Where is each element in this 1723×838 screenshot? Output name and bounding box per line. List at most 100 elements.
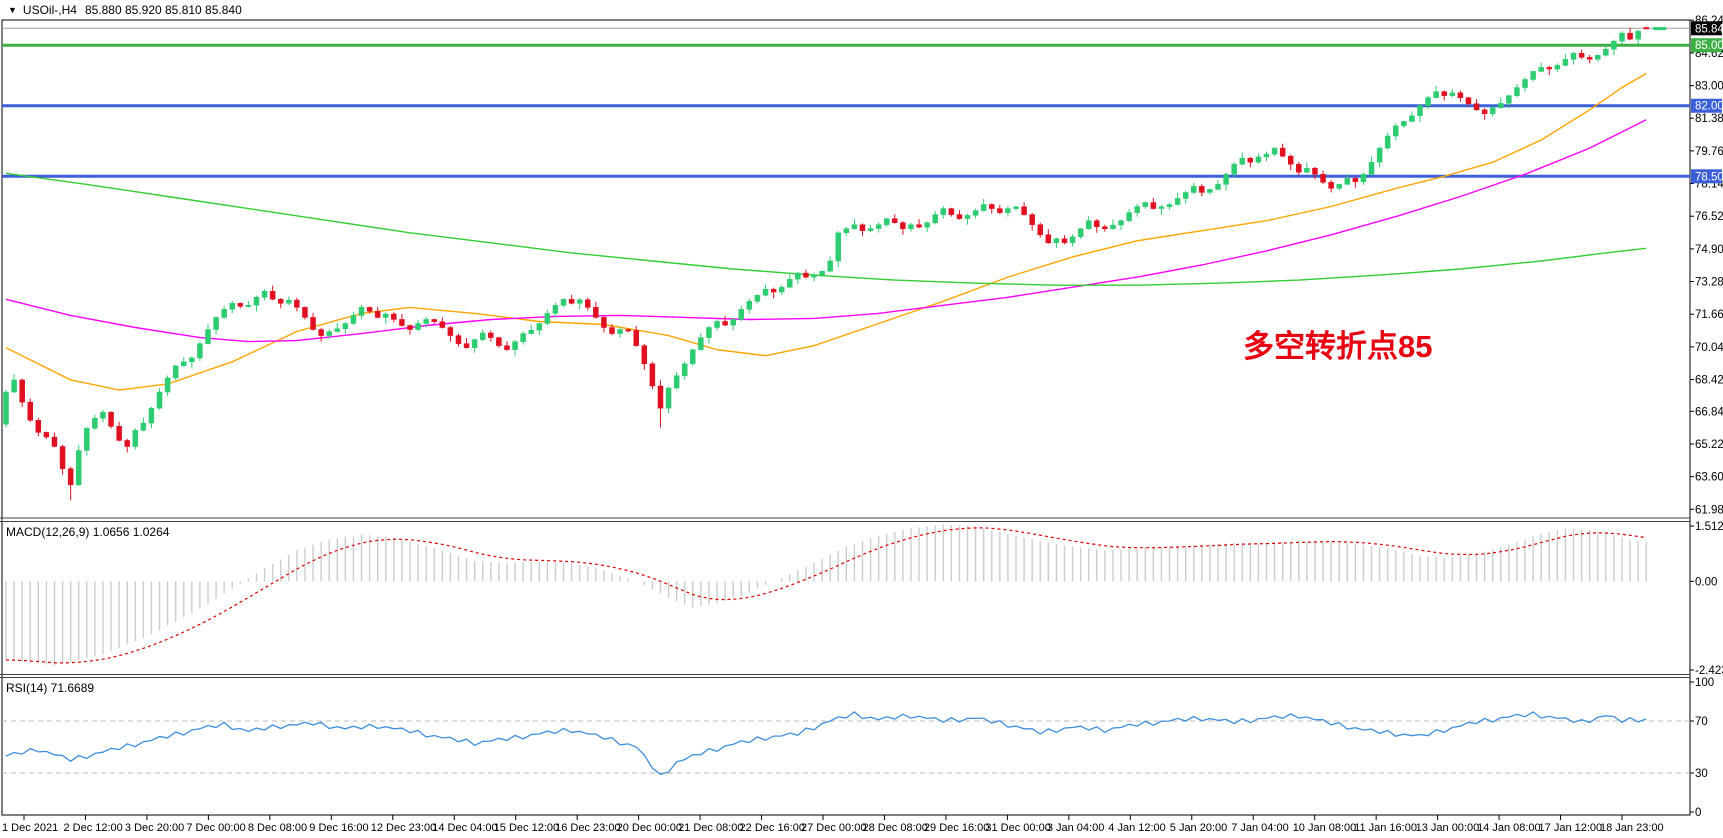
rsi-level-lines xyxy=(2,720,1690,774)
bear-candle xyxy=(1457,92,1464,98)
bull-candle xyxy=(940,208,947,215)
bull-candle xyxy=(1013,206,1019,209)
bull-candle xyxy=(520,333,526,342)
rsi-line xyxy=(5,711,1647,776)
bear-candle xyxy=(948,208,955,215)
time-axis-label: 12 Dec 23:00 xyxy=(371,822,436,834)
symbol-dropdown-icon[interactable]: ▼ xyxy=(8,5,17,15)
macd-axis[interactable]: 1.5124 0.00 -2.4234 xyxy=(1690,521,1723,677)
bear-candle xyxy=(585,299,591,308)
bull-candle xyxy=(479,332,486,340)
price-level-lines[interactable] xyxy=(2,27,1690,178)
bear-candle xyxy=(859,224,866,231)
bear-candle xyxy=(116,426,122,441)
chart-ohlc-values: 85.880 85.920 85.810 85.840 xyxy=(84,3,242,17)
bear-candle xyxy=(649,363,656,387)
bear-candle xyxy=(625,329,631,332)
price-axis[interactable]: 86.24084.62083.00081.38079.76078.14076.5… xyxy=(1690,15,1723,516)
bull-candle xyxy=(471,339,478,348)
bull-candle xyxy=(819,271,825,276)
bull-candle xyxy=(673,375,680,389)
rsi-axis[interactable]: 100 70 30 0 xyxy=(1690,677,1714,819)
bear-candle xyxy=(277,299,284,304)
bull-candle xyxy=(1554,65,1561,70)
bull-candle xyxy=(1158,206,1165,209)
bull-candle xyxy=(883,218,890,225)
bear-candle xyxy=(1094,220,1100,227)
time-axis-label: 9 Dec 16:00 xyxy=(309,822,368,834)
bull-candle xyxy=(738,309,745,320)
bear-candle xyxy=(1199,186,1205,193)
pane-frame xyxy=(0,19,1691,816)
bull-candle xyxy=(730,319,736,326)
last-price-marker xyxy=(1653,27,1667,31)
bear-candle xyxy=(310,317,316,330)
bear-candle xyxy=(1296,163,1302,173)
time-axis-label: 7 Jan 04:00 xyxy=(1231,822,1289,834)
time-axis-label: 11 Jan 16:00 xyxy=(1354,822,1417,834)
bull-candle xyxy=(754,295,761,302)
bear-candle xyxy=(568,299,575,304)
bull-candle xyxy=(932,214,938,223)
bear-candle xyxy=(803,272,809,278)
bear-candle xyxy=(1465,97,1472,104)
bull-candle xyxy=(1489,107,1496,115)
price-level-badge: 82.000 xyxy=(1691,98,1723,113)
bear-candle xyxy=(956,214,963,219)
candlestick-series xyxy=(3,26,1649,501)
bull-candle xyxy=(164,377,171,393)
bear-candle xyxy=(35,420,42,433)
bull-candle xyxy=(964,215,971,219)
bull-candle xyxy=(1619,32,1625,42)
bear-candle xyxy=(447,327,454,336)
bear-candle xyxy=(302,307,308,318)
rsi-axis-label: 0 xyxy=(1695,807,1701,819)
bear-candle xyxy=(43,432,50,438)
bear-candle xyxy=(1627,32,1633,40)
bull-candle xyxy=(358,307,365,316)
bear-candle xyxy=(1328,182,1334,189)
bull-candle xyxy=(1191,186,1197,193)
time-axis[interactable]: 1 Dec 2021 2 Dec 12:00 3 Dec 20:00 7 Dec 00… xyxy=(2,815,1664,834)
time-axis-label: 5 Jan 20:00 xyxy=(1170,822,1228,834)
time-axis-label: 3 Jan 04:00 xyxy=(1047,822,1105,834)
time-axis-label: 22 Dec 16:00 xyxy=(740,822,805,834)
bull-candle xyxy=(334,328,341,332)
bull-candle xyxy=(1449,92,1456,96)
bull-candle xyxy=(1207,189,1213,193)
bear-candle xyxy=(59,446,66,469)
bull-candle xyxy=(140,422,147,431)
macd-signal-line xyxy=(5,527,1647,664)
time-axis-label: 1 Dec 2021 xyxy=(2,822,58,834)
bear-candle xyxy=(1037,224,1043,236)
bear-candle xyxy=(51,436,58,447)
svg-text:78.500: 78.500 xyxy=(1695,171,1723,183)
time-axis-label: 10 Jan 08:00 xyxy=(1293,822,1357,834)
bull-candle xyxy=(1166,204,1173,207)
bull-candle xyxy=(512,341,518,350)
bear-candle xyxy=(641,345,648,365)
bull-candle xyxy=(1182,192,1189,199)
bull-candle xyxy=(544,313,551,324)
bull-candle xyxy=(972,210,979,216)
bull-candle xyxy=(617,329,623,334)
bull-candle xyxy=(245,305,252,308)
bull-candle xyxy=(75,450,82,486)
bull-candle xyxy=(92,418,98,429)
bear-candle xyxy=(399,319,405,326)
bear-candle xyxy=(601,317,607,328)
bear-candle xyxy=(1061,238,1068,243)
bull-candle xyxy=(1368,161,1375,175)
rsi-axis-label: 30 xyxy=(1695,768,1708,780)
bull-candle xyxy=(1530,71,1536,80)
price-axis-label: 70.040 xyxy=(1695,342,1723,354)
bear-candle xyxy=(366,307,373,312)
bear-candle xyxy=(463,343,470,348)
bear-candle xyxy=(900,222,906,229)
price-axis-label: 79.760 xyxy=(1695,146,1723,158)
bear-candle xyxy=(1279,147,1286,157)
bull-candle xyxy=(156,391,163,409)
price-axis-label: 76.520 xyxy=(1695,211,1723,223)
bull-candle xyxy=(1336,184,1342,189)
